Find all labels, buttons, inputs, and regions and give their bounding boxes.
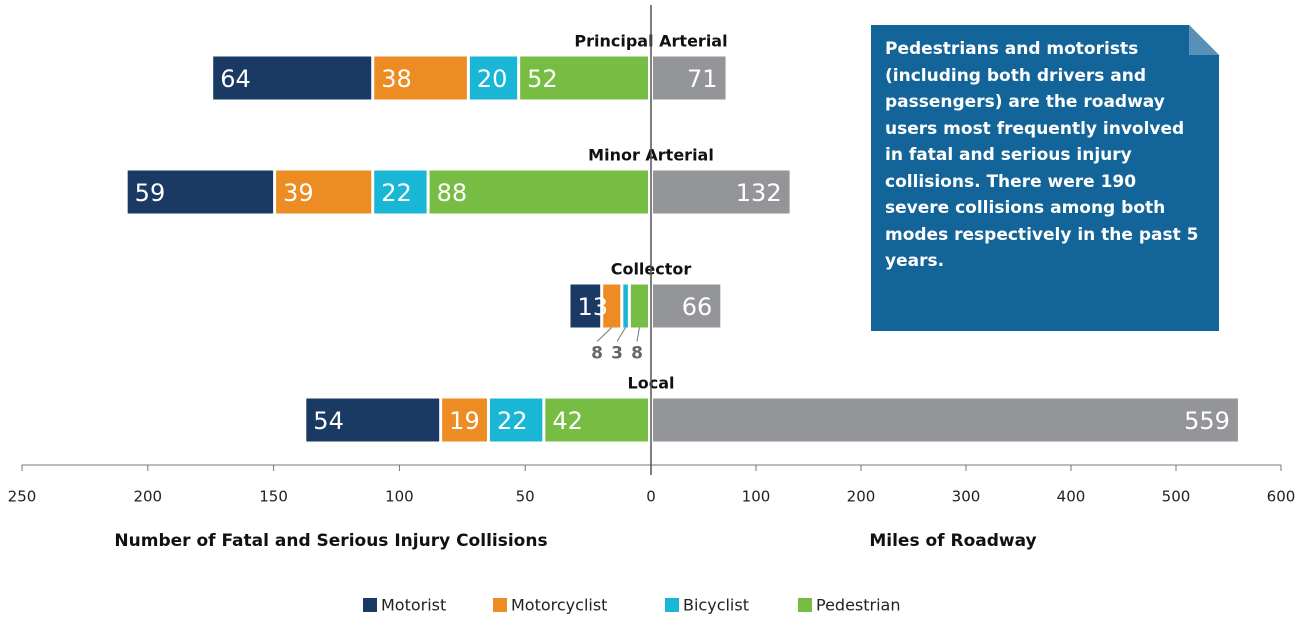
legend-label: Motorcyclist bbox=[511, 596, 607, 615]
bar-segment bbox=[213, 56, 372, 100]
value-label: 52 bbox=[527, 65, 558, 93]
miles-bar bbox=[653, 56, 726, 100]
value-label: 132 bbox=[736, 179, 782, 207]
legend-label: Bicyclist bbox=[683, 596, 749, 615]
x2-tick-label: 600 bbox=[1267, 488, 1296, 506]
miles-bar bbox=[653, 398, 1238, 442]
bar-segment bbox=[520, 56, 648, 100]
value-label: 19 bbox=[449, 407, 480, 435]
value-label: 3 bbox=[611, 344, 623, 364]
value-label: 22 bbox=[381, 179, 412, 207]
x-axis-title: Number of Fatal and Serious Injury Colli… bbox=[114, 531, 547, 551]
x2-tick-label: 300 bbox=[952, 488, 981, 506]
legend-swatch bbox=[493, 598, 507, 612]
x2-axis-title: Miles of Roadway bbox=[869, 531, 1036, 551]
bar-segment bbox=[623, 284, 628, 328]
value-label: 39 bbox=[283, 179, 314, 207]
value-label: 22 bbox=[497, 407, 528, 435]
leader-line bbox=[636, 327, 640, 342]
annotation-fold bbox=[1189, 25, 1219, 55]
value-label: 13 bbox=[577, 293, 608, 321]
value-label: 59 bbox=[135, 179, 166, 207]
bar-segment bbox=[374, 56, 467, 100]
miles-bar bbox=[653, 284, 721, 328]
annotation: Pedestrians and motorists (including bot… bbox=[885, 39, 1199, 271]
x2-tick-label: 400 bbox=[1057, 488, 1086, 506]
value-label: 8 bbox=[631, 344, 643, 364]
x-tick-label: 200 bbox=[133, 488, 162, 506]
x2-tick-label: 500 bbox=[1162, 488, 1191, 506]
bar-segment bbox=[603, 284, 621, 328]
miles-bar bbox=[653, 170, 790, 214]
bar-segment bbox=[545, 398, 648, 442]
x-tick-label: 50 bbox=[516, 488, 535, 506]
bar-segment bbox=[489, 398, 543, 442]
legend-swatch bbox=[363, 598, 377, 612]
bar-segment bbox=[429, 170, 648, 214]
bar-segment bbox=[374, 170, 427, 214]
x2-tick-label: 100 bbox=[742, 488, 771, 506]
x2-tick-label: 200 bbox=[847, 488, 876, 506]
value-label: 38 bbox=[381, 65, 412, 93]
annotation-box bbox=[871, 25, 1219, 331]
value-label: 8 bbox=[591, 344, 603, 364]
bar-segment bbox=[276, 170, 372, 214]
x-tick-label: 150 bbox=[259, 488, 288, 506]
value-label: 64 bbox=[220, 65, 251, 93]
x-tick-label: 0 bbox=[646, 488, 656, 506]
legend-swatch bbox=[665, 598, 679, 612]
bar-segment bbox=[306, 398, 440, 442]
value-label: 20 bbox=[477, 65, 508, 93]
value-label: 88 bbox=[437, 179, 468, 207]
value-label: 54 bbox=[313, 407, 344, 435]
bar-segment bbox=[570, 284, 601, 328]
value-label: 71 bbox=[687, 65, 718, 93]
leader-line bbox=[616, 327, 627, 342]
legend-label: Pedestrian bbox=[816, 596, 901, 615]
legend-label: Motorist bbox=[381, 596, 446, 615]
value-label: 42 bbox=[552, 407, 583, 435]
bar-segment bbox=[127, 170, 274, 214]
x-tick-label: 100 bbox=[385, 488, 414, 506]
leader-line bbox=[596, 327, 613, 342]
value-label: 559 bbox=[1184, 407, 1230, 435]
bar-segment bbox=[442, 398, 487, 442]
value-label: 66 bbox=[682, 293, 713, 321]
bar-segment bbox=[469, 56, 518, 100]
bar-segment bbox=[630, 284, 648, 328]
legend-swatch bbox=[798, 598, 812, 612]
x-tick-label: 250 bbox=[8, 488, 37, 506]
